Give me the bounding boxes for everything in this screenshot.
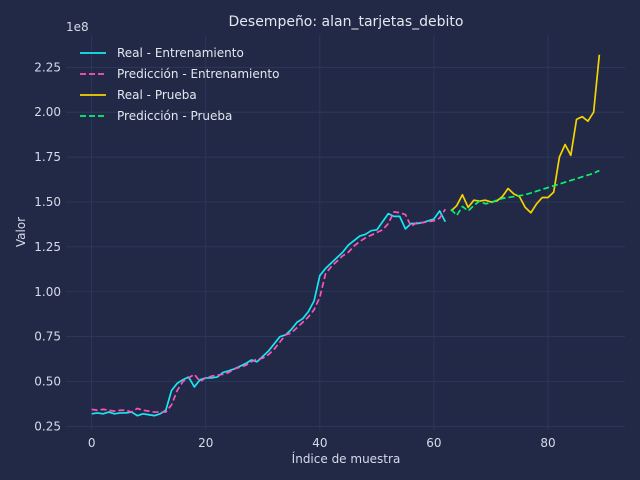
y-tick-label: 1.75 bbox=[34, 150, 61, 164]
chart-title: Desempeño: alan_tarjetas_debito bbox=[229, 14, 464, 30]
legend-entry: Real - Entrenamiento bbox=[117, 46, 244, 60]
x-tick-label: 40 bbox=[312, 436, 327, 450]
y-tick-label: 0.75 bbox=[34, 330, 61, 344]
y-tick-label: 0.50 bbox=[34, 375, 61, 389]
y-tick-label: 2.25 bbox=[34, 60, 61, 74]
y-axis-label: Valor bbox=[14, 217, 28, 247]
plot-area bbox=[91, 54, 601, 417]
legend-entry: Predicción - Prueba bbox=[117, 109, 232, 123]
y-tick-label: 1.25 bbox=[34, 240, 61, 254]
x-tick-label: 0 bbox=[88, 436, 96, 450]
x-axis-label: Índice de muestra bbox=[292, 451, 401, 466]
y-tick-label: 0.25 bbox=[34, 419, 61, 433]
x-axis-ticks: 0 20 40 60 80 bbox=[88, 436, 556, 450]
y-tick-label: 1.50 bbox=[34, 195, 61, 209]
x-tick-label: 60 bbox=[426, 436, 441, 450]
y-axis-ticks: 0.25 0.50 0.75 1.00 1.25 1.50 1.75 2.00 2.25 bbox=[34, 60, 61, 433]
y-tick-label: 1.00 bbox=[34, 285, 61, 299]
x-tick-label: 80 bbox=[540, 436, 555, 450]
y-tick-label: 2.00 bbox=[34, 105, 61, 119]
series-line-1 bbox=[91, 208, 447, 413]
series-line-2 bbox=[450, 54, 601, 214]
legend-entry: Predicción - Entrenamiento bbox=[117, 67, 279, 81]
y-scale-label: 1e8 bbox=[66, 20, 89, 34]
grid bbox=[66, 35, 625, 430]
legend: Real - Entrenamiento Predicción - Entrena… bbox=[80, 46, 279, 123]
series-line-3 bbox=[450, 169, 600, 217]
series-line-0 bbox=[91, 210, 447, 417]
x-tick-label: 20 bbox=[198, 436, 213, 450]
legend-entry: Real - Prueba bbox=[117, 88, 197, 102]
